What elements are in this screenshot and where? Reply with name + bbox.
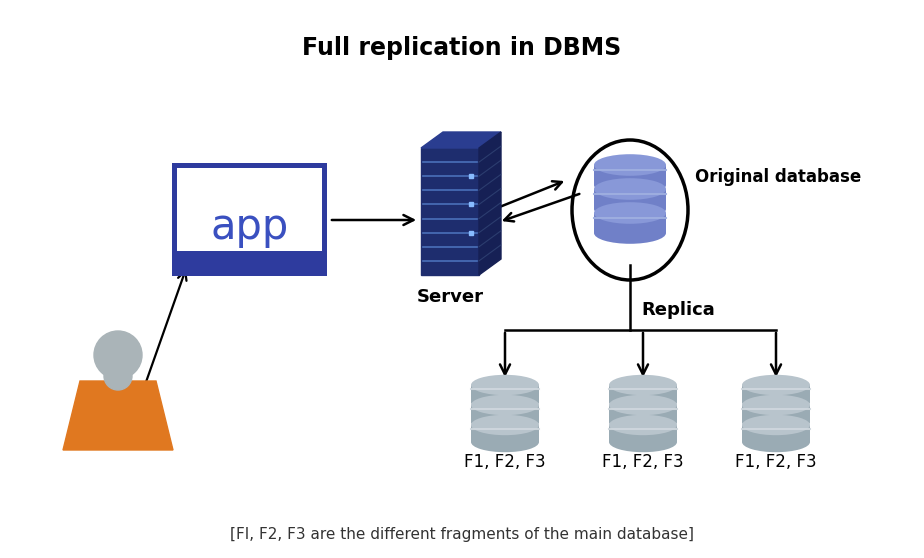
Ellipse shape <box>742 415 810 435</box>
Ellipse shape <box>594 174 666 196</box>
Bar <box>177 168 322 251</box>
Text: Server: Server <box>417 288 483 306</box>
Ellipse shape <box>471 375 539 395</box>
Polygon shape <box>421 148 479 275</box>
Ellipse shape <box>742 412 810 432</box>
Bar <box>742 405 810 422</box>
Ellipse shape <box>609 432 677 452</box>
Text: F1, F2, F3: F1, F2, F3 <box>602 453 684 471</box>
Text: Original database: Original database <box>695 168 861 186</box>
Bar <box>609 405 677 422</box>
Bar <box>471 425 539 442</box>
Ellipse shape <box>471 412 539 432</box>
Text: F1, F2, F3: F1, F2, F3 <box>464 453 546 471</box>
Polygon shape <box>63 381 173 450</box>
Bar <box>594 213 666 233</box>
Bar <box>471 385 539 402</box>
Ellipse shape <box>471 392 539 412</box>
Ellipse shape <box>609 415 677 435</box>
Ellipse shape <box>609 412 677 432</box>
Bar <box>594 165 666 185</box>
Ellipse shape <box>594 222 666 244</box>
Text: Full replication in DBMS: Full replication in DBMS <box>302 36 622 60</box>
Text: Replica: Replica <box>641 301 715 319</box>
Bar <box>609 425 677 442</box>
Circle shape <box>94 331 142 379</box>
Polygon shape <box>421 132 501 148</box>
Bar <box>742 385 810 402</box>
Ellipse shape <box>471 432 539 452</box>
Ellipse shape <box>609 375 677 395</box>
Bar <box>471 405 539 422</box>
Ellipse shape <box>594 154 666 176</box>
Ellipse shape <box>594 178 666 200</box>
Ellipse shape <box>742 375 810 395</box>
Bar <box>742 425 810 442</box>
Text: [FI, F2, F3 are the different fragments of the main database]: [FI, F2, F3 are the different fragments … <box>230 527 694 542</box>
Ellipse shape <box>471 395 539 415</box>
Ellipse shape <box>742 395 810 415</box>
Ellipse shape <box>594 198 666 220</box>
Bar <box>609 385 677 402</box>
Ellipse shape <box>742 392 810 412</box>
Ellipse shape <box>742 432 810 452</box>
Bar <box>594 189 666 209</box>
Ellipse shape <box>471 415 539 435</box>
Polygon shape <box>479 132 501 275</box>
Bar <box>172 163 327 183</box>
Text: F1, F2, F3: F1, F2, F3 <box>736 453 817 471</box>
Ellipse shape <box>594 202 666 224</box>
Text: app: app <box>211 206 288 248</box>
Bar <box>172 163 327 276</box>
Circle shape <box>104 362 132 390</box>
Ellipse shape <box>609 392 677 412</box>
Ellipse shape <box>609 395 677 415</box>
